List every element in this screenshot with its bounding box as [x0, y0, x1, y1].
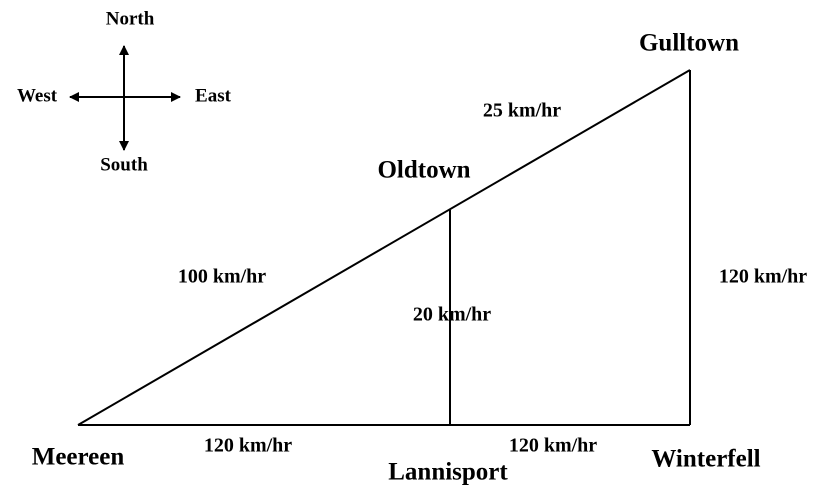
compass-south: South — [100, 154, 148, 175]
speed-label: 120 km/hr — [509, 435, 597, 457]
compass-west: West — [17, 85, 58, 106]
town-label: Oldtown — [377, 157, 470, 184]
town-label: Lannisport — [388, 459, 508, 486]
town-label: Winterfell — [651, 446, 760, 473]
compass-north: North — [106, 8, 155, 29]
road — [77, 69, 691, 426]
speed-label: 100 km/hr — [178, 266, 266, 288]
speed-label: 120 km/hr — [204, 435, 292, 457]
town-label: Meereen — [32, 444, 125, 471]
speed-label: 120 km/hr — [719, 266, 807, 288]
town-label: Gulltown — [639, 30, 739, 57]
speed-label: 20 km/hr — [413, 304, 491, 326]
speed-label: 25 km/hr — [483, 100, 561, 122]
compass-east: East — [195, 85, 232, 106]
